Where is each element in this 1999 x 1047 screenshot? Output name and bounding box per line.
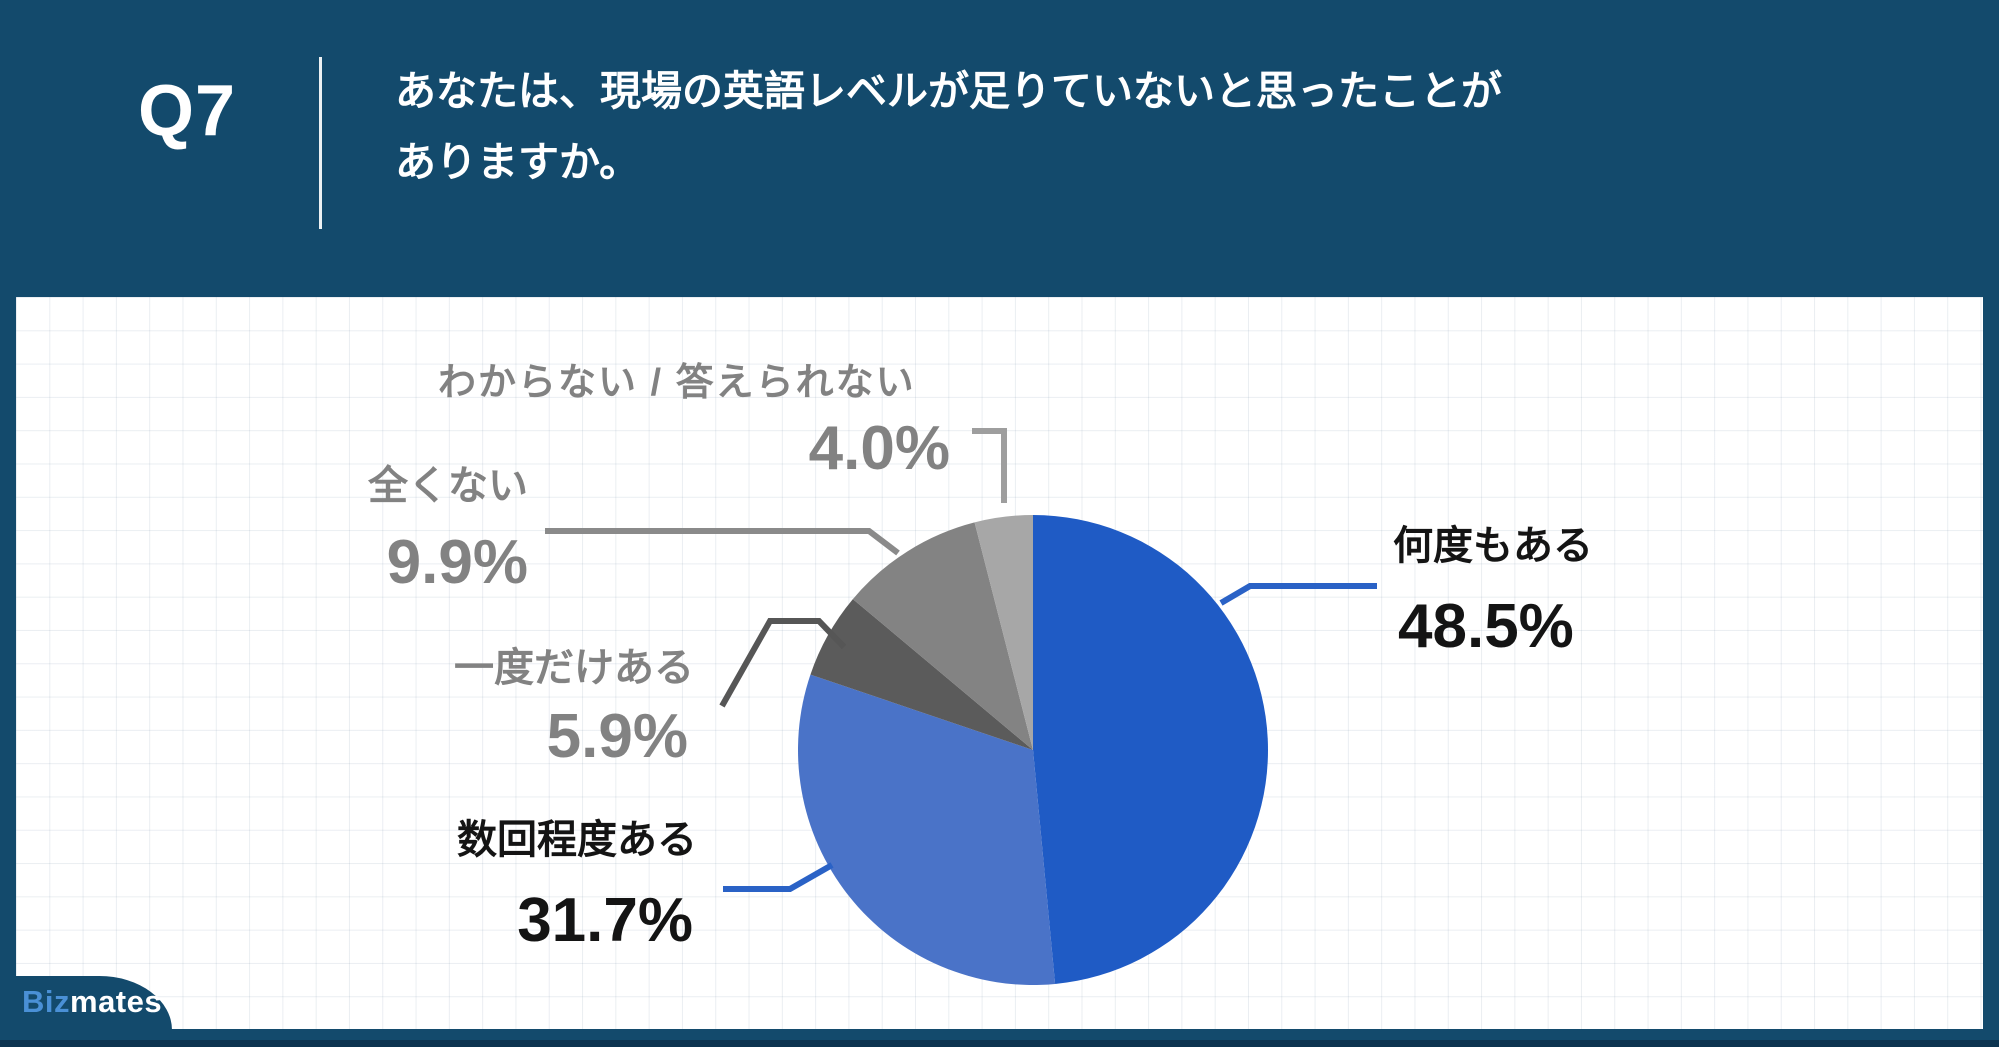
pie-label-name-ichido: 一度だけある <box>454 646 694 690</box>
header-divider <box>319 57 322 229</box>
question-line-1: あなたは、現場の英語レベルが足りていないと思ったことが <box>395 68 1502 114</box>
brand-logo: Bizmates <box>22 976 162 1030</box>
pie-label-name-wakaranai: わからない / 答えられない <box>438 362 916 404</box>
pie-label-value-mattaku: 9.9% <box>386 528 528 597</box>
brand-logo-biz: Biz <box>22 984 70 1019</box>
pie-label-value-sukai: 31.7% <box>517 886 693 955</box>
question-number: Q7 <box>138 71 237 151</box>
chart-panel <box>16 297 1983 1029</box>
pie-label-value-wakaranai: 4.0% <box>808 414 950 483</box>
pie-label-name-mattaku: 全くない <box>368 464 528 508</box>
brand-badge: Bizmates <box>0 976 172 1030</box>
pie-label-value-nandomo: 48.5% <box>1398 592 1574 661</box>
brand-logo-mates: mates <box>70 984 163 1019</box>
question-text: あなたは、現場の英語レベルが足りていないと思ったことが ありますか。 <box>395 56 1502 198</box>
bottom-edge-line <box>0 1040 1999 1047</box>
pie-label-value-ichido: 5.9% <box>546 702 688 771</box>
header-band: Q7 あなたは、現場の英語レベルが足りていないと思ったことが ありますか。 <box>0 0 1999 297</box>
pie-label-name-sukai: 数回程度ある <box>457 818 697 862</box>
question-line-2: ありますか。 <box>395 139 641 185</box>
pie-label-name-nandomo: 何度もある <box>1393 524 1593 568</box>
